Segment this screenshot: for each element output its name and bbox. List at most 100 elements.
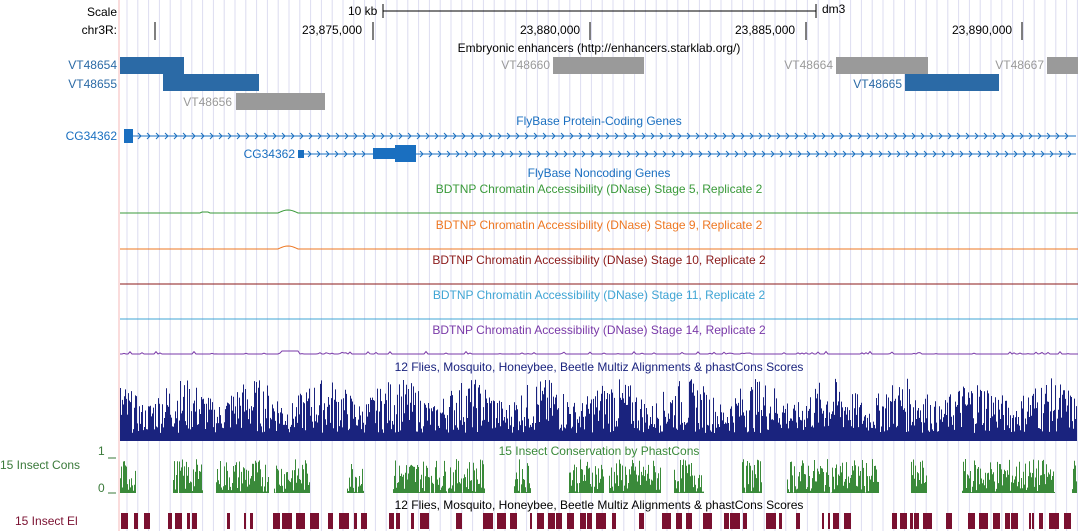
conserved-element[interactable] [900, 513, 907, 529]
conserved-element[interactable] [979, 513, 988, 529]
track-title-enhancers[interactable]: Embryonic enhancers (http://enhancers.st… [457, 41, 741, 55]
conserved-element[interactable] [556, 513, 562, 529]
conserved-element[interactable] [567, 513, 574, 529]
conserved-element[interactable] [766, 513, 776, 529]
conserved-element[interactable] [968, 513, 975, 529]
conserved-element[interactable] [121, 513, 128, 529]
conserved-element[interactable] [175, 513, 182, 529]
track-title-protein-coding[interactable]: FlyBase Protein-Coding Genes [516, 114, 682, 128]
elements-side-label[interactable]: 15 Insect El [15, 514, 78, 528]
dnase-signal-tracks [120, 209, 1078, 355]
conserved-element[interactable] [339, 513, 349, 529]
conserved-element[interactable] [910, 513, 913, 529]
track-title-dnase-stage14[interactable]: BDTNP Chromatin Accessibility (DNase) St… [432, 323, 766, 337]
conserved-element[interactable] [354, 513, 357, 529]
conserved-element[interactable] [946, 513, 952, 529]
conserved-element[interactable] [662, 513, 671, 529]
gene-cg34362-1[interactable] [124, 129, 1076, 143]
conserved-element[interactable] [192, 513, 197, 529]
dnase-signal-line [120, 245, 1078, 250]
conserved-element[interactable] [187, 513, 190, 529]
conserved-element[interactable] [244, 513, 246, 529]
enhancer-feature-vt48656[interactable] [236, 93, 325, 110]
conserved-element[interactable] [796, 513, 800, 529]
conserved-element[interactable] [580, 513, 586, 529]
gene-label-cg34362[interactable]: CG34362 [243, 147, 295, 161]
conserved-element[interactable] [227, 513, 230, 529]
conserved-element[interactable] [1049, 513, 1059, 529]
track-title-dnase-stage9[interactable]: BDTNP Chromatin Accessibility (DNase) St… [435, 218, 763, 232]
conserved-element[interactable] [1039, 513, 1043, 529]
phastcons-side-label[interactable]: 15 Insect Cons [0, 458, 81, 472]
conserved-element[interactable] [537, 513, 544, 529]
enhancer-label-vt48655[interactable]: VT48655 [68, 77, 117, 91]
conserved-element[interactable] [703, 513, 712, 529]
gene-cg34362-2[interactable] [298, 145, 1076, 162]
conserved-element[interactable] [743, 513, 747, 529]
conserved-element[interactable] [923, 513, 932, 529]
track-title-phastcons[interactable]: 15 Insect Conservation by PhastCons [498, 444, 700, 458]
phastcons-axis-max: 1 [98, 444, 105, 458]
enhancer-feature-vt48655[interactable] [163, 74, 259, 91]
track-title-elements[interactable]: 12 Flies, Mosquito, Honeybee, Beetle Mul… [394, 498, 804, 512]
conserved-element[interactable] [1029, 513, 1031, 529]
enhancer-feature-vt48667[interactable] [1047, 57, 1078, 74]
conserved-element[interactable] [411, 513, 414, 529]
track-title-multiz[interactable]: 12 Flies, Mosquito, Honeybee, Beetle Mul… [394, 360, 804, 374]
track-title-dnase-stage10[interactable]: BDTNP Chromatin Accessibility (DNase) St… [432, 253, 766, 267]
conserved-element[interactable] [612, 513, 616, 529]
enhancer-feature-vt48664[interactable] [836, 57, 928, 74]
enhancer-label-vt48665[interactable]: VT48665 [853, 77, 902, 91]
conserved-element[interactable] [1005, 513, 1010, 529]
track-title-dnase-stage11[interactable]: BDTNP Chromatin Accessibility (DNase) St… [432, 288, 766, 302]
conserved-element[interactable] [828, 513, 830, 529]
conserved-element[interactable] [1064, 513, 1071, 529]
enhancer-label-vt48654[interactable]: VT48654 [68, 58, 117, 72]
conserved-element[interactable] [282, 513, 292, 529]
conserved-element[interactable] [724, 513, 729, 529]
conserved-element[interactable] [639, 513, 644, 529]
conserved-element[interactable] [134, 513, 138, 529]
conserved-element[interactable] [530, 513, 532, 529]
conserved-element[interactable] [596, 513, 606, 529]
conserved-element[interactable] [168, 513, 172, 529]
conserved-element[interactable] [993, 513, 1000, 529]
conserved-element[interactable] [730, 513, 740, 529]
conserved-element[interactable] [144, 513, 150, 529]
gene-label-cg34362[interactable]: CG34362 [65, 129, 117, 143]
conserved-element[interactable] [296, 513, 305, 529]
conserved-element[interactable] [310, 513, 319, 529]
conserved-element[interactable] [587, 513, 592, 529]
conserved-element[interactable] [483, 513, 493, 529]
conserved-element[interactable] [914, 513, 919, 529]
conserved-element[interactable] [676, 513, 682, 529]
enhancer-label-vt48656[interactable]: VT48656 [183, 95, 232, 109]
track-title-dnase-stage5[interactable]: BDTNP Chromatin Accessibility (DNase) St… [435, 182, 763, 196]
conserved-element[interactable] [361, 513, 367, 529]
enhancer-feature-vt48660[interactable] [553, 57, 644, 74]
conserved-element[interactable] [497, 513, 506, 529]
conserved-element[interactable] [548, 513, 555, 529]
enhancer-label-vt48667[interactable]: VT48667 [995, 58, 1044, 72]
conserved-element[interactable] [273, 513, 280, 529]
enhancer-feature-vt48665[interactable] [905, 74, 999, 91]
conserved-element[interactable] [1011, 513, 1018, 529]
conserved-element[interactable] [686, 513, 692, 529]
conserved-element[interactable] [779, 513, 782, 529]
conserved-element[interactable] [1032, 513, 1034, 529]
track-title-noncoding[interactable]: FlyBase Noncoding Genes [527, 166, 671, 180]
enhancer-label-vt48664[interactable]: VT48664 [784, 58, 833, 72]
conserved-element[interactable] [328, 513, 333, 529]
conserved-element[interactable] [250, 513, 253, 529]
conserved-element[interactable] [389, 513, 394, 529]
conserved-element[interactable] [892, 513, 897, 529]
conserved-element[interactable] [510, 513, 517, 529]
conserved-element[interactable] [396, 513, 400, 529]
conserved-element[interactable] [822, 513, 824, 529]
conserved-element[interactable] [833, 513, 839, 529]
enhancer-label-vt48660[interactable]: VT48660 [501, 58, 550, 72]
enhancer-feature-vt48654[interactable] [120, 57, 184, 74]
conserved-element[interactable] [456, 513, 462, 529]
conserved-element[interactable] [420, 513, 429, 529]
conserved-element[interactable] [844, 513, 851, 529]
